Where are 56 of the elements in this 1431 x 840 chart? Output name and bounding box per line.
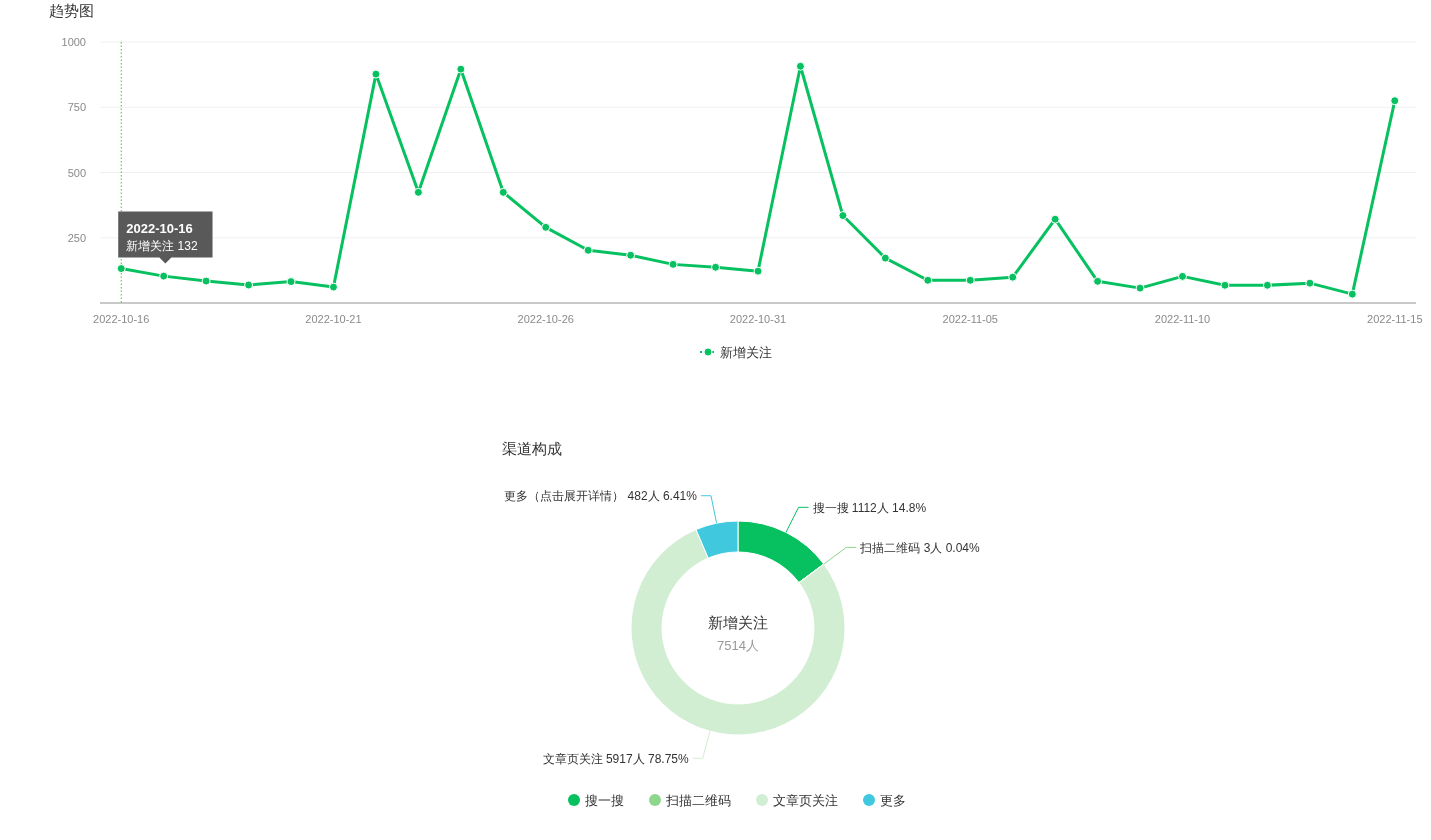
annotation: 2022-10-16 新增关注 132 <box>126 220 198 253</box>
y-tick-label: 500 <box>67 166 86 179</box>
point <box>371 69 381 79</box>
point <box>116 264 126 274</box>
point <box>159 271 169 281</box>
y-tick-label: 1000 <box>61 36 86 48</box>
point <box>711 262 721 272</box>
point <box>1135 283 1145 293</box>
point <box>1390 96 1400 106</box>
point <box>201 276 211 286</box>
data-label: 更多（点击展开详情） 482人 6.41% <box>504 489 698 504</box>
y-tick-label: 750 <box>67 101 86 114</box>
x-tick-label: 2022-11-05 <box>942 313 998 325</box>
legend-label: 新增关注 <box>720 344 772 360</box>
y-tick-label: 250 <box>67 231 86 244</box>
point <box>1305 278 1315 288</box>
text: 7514人 <box>717 638 759 653</box>
point <box>668 259 678 269</box>
x-tick-label: 2022-11-15 <box>1367 313 1423 325</box>
point <box>923 275 933 285</box>
point <box>1262 280 1272 290</box>
point <box>456 64 466 74</box>
point <box>244 280 254 290</box>
point <box>541 222 551 232</box>
point <box>413 187 423 197</box>
point <box>286 277 296 287</box>
legend-label: 文章页关注 <box>773 793 838 808</box>
data-label: 搜一搜 1112人 14.8% <box>812 500 927 515</box>
point <box>626 250 636 260</box>
point <box>753 266 763 276</box>
point <box>965 275 975 285</box>
x-tick-label: 2022-10-16 <box>93 313 150 325</box>
point <box>1050 214 1060 224</box>
x-tick-label: 2022-11-10 <box>1154 313 1211 325</box>
legend-label: 搜一搜 <box>585 793 624 808</box>
text: 新增关注 <box>708 614 768 631</box>
point <box>328 282 338 292</box>
x-tick-label: 2022-10-31 <box>729 313 787 325</box>
x-tick-label: 2022-10-21 <box>305 313 362 325</box>
point <box>498 187 508 197</box>
point <box>1220 280 1230 290</box>
legend-label: 更多 <box>880 793 906 808</box>
chart-title: 渠道构成 <box>502 440 563 457</box>
point <box>1347 289 1357 299</box>
point <box>1093 276 1103 286</box>
point <box>583 245 593 255</box>
x-tick-label: 2022-10-26 <box>517 313 574 325</box>
data-label: 扫描二维码 3人 0.04% <box>859 540 981 555</box>
data-label: 文章页关注 5917人 78.75% <box>542 751 690 766</box>
point <box>880 253 890 263</box>
point <box>1008 272 1018 282</box>
point <box>795 61 805 71</box>
point <box>838 211 848 221</box>
legend-label: 扫描二维码 <box>665 793 731 808</box>
chart-title: 趋势图 <box>49 2 94 19</box>
point <box>1178 271 1188 281</box>
